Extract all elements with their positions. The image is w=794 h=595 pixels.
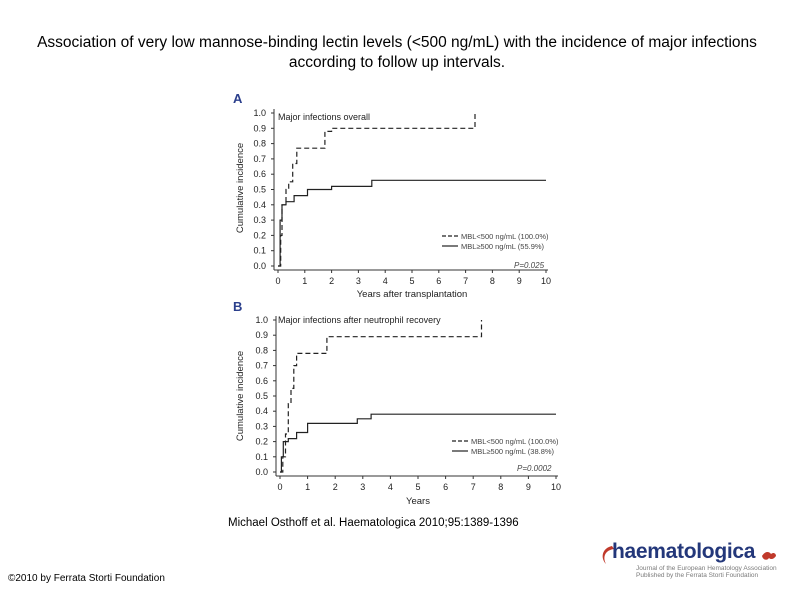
y-tick-label: 0.3	[253, 215, 266, 225]
haematologica-logo: haematologica Journal of the European He…	[598, 540, 778, 580]
slide-title: Association of very low mannose-binding …	[37, 34, 757, 71]
x-tick-label: 9	[526, 482, 531, 492]
logo-wordmark: haematologica	[612, 540, 756, 563]
y-tick-label: 0.9	[253, 123, 266, 133]
x-tick-label: 2	[329, 276, 334, 286]
y-tick-label: 0.7	[255, 361, 268, 371]
y-tick-label: 0.2	[253, 230, 266, 240]
legend-label: MBL<500 ng/mL (100.0%)	[461, 232, 549, 241]
y-tick-label: 0.9	[255, 330, 268, 340]
legend-label: MBL<500 ng/mL (100.0%)	[471, 437, 559, 446]
panel-a-x-axis-label: Years after transplantation	[357, 289, 468, 300]
y-tick-label: 0.2	[255, 437, 268, 447]
x-tick-label: 8	[498, 482, 503, 492]
x-tick-label: 6	[443, 482, 448, 492]
y-tick-label: 0.5	[253, 185, 266, 195]
x-tick-label: 10	[541, 276, 551, 286]
y-tick-label: 0.4	[255, 406, 268, 416]
y-tick-label: 0.8	[253, 139, 266, 149]
panel-b-label: B	[233, 299, 242, 314]
y-tick-label: 0.1	[253, 246, 266, 256]
x-tick-label: 3	[356, 276, 361, 286]
logo-tagline-1: Journal of the European Hematology Assoc…	[636, 565, 777, 572]
x-tick-label: 2	[333, 482, 338, 492]
series-low-mbl-line	[278, 113, 476, 267]
x-tick-label: 4	[388, 482, 393, 492]
x-tick-label: 6	[436, 276, 441, 286]
x-tick-label: 9	[517, 276, 522, 286]
x-tick-label: 1	[305, 482, 310, 492]
series-normal-mbl-line	[278, 179, 546, 267]
y-tick-label: 1.0	[255, 315, 268, 325]
panel-a-label: A	[233, 91, 243, 106]
y-tick-label: 0.0	[255, 467, 268, 477]
series-low-mbl-line	[280, 320, 483, 473]
panel-b-x-axis-label: Years	[406, 496, 430, 507]
legend-label: MBL≥500 ng/mL (38.8%)	[471, 447, 555, 456]
citation: Michael Osthoff et al. Haematologica 201…	[228, 517, 519, 529]
panel-a-title: Major infections overall	[278, 112, 370, 122]
x-tick-label: 4	[383, 276, 388, 286]
x-tick-label: 5	[415, 482, 420, 492]
x-tick-label: 7	[471, 482, 476, 492]
y-tick-label: 0.0	[253, 261, 266, 271]
y-tick-label: 0.6	[253, 169, 266, 179]
copyright-notice: ©2010 by Ferrata Storti Foundation	[8, 573, 165, 584]
y-tick-label: 0.3	[255, 421, 268, 431]
x-tick-label: 0	[275, 276, 280, 286]
legend-label: MBL≥500 ng/mL (55.9%)	[461, 242, 545, 251]
panel-a-chart: A Major infections overall Cumulative in…	[233, 91, 551, 300]
logo-swoosh-icon	[602, 546, 614, 564]
x-tick-label: 10	[551, 482, 561, 492]
x-tick-label: 7	[463, 276, 468, 286]
x-tick-label: 3	[360, 482, 365, 492]
panel-b-annotation: P=0.0002	[517, 464, 552, 473]
y-tick-label: 0.4	[253, 200, 266, 210]
y-tick-label: 0.1	[255, 452, 268, 462]
panel-b-chart: B Major infections after neutrophil reco…	[233, 299, 561, 507]
y-tick-label: 0.5	[255, 391, 268, 401]
panel-a-annotation: P=0.025	[514, 261, 545, 270]
x-tick-label: 1	[302, 276, 307, 286]
y-tick-label: 1.0	[253, 108, 266, 118]
x-tick-label: 0	[277, 482, 282, 492]
x-tick-label: 5	[409, 276, 414, 286]
panel-a-y-axis-label: Cumulative incidence	[235, 143, 246, 233]
series-normal-mbl-line	[280, 413, 556, 473]
x-tick-label: 8	[490, 276, 495, 286]
y-tick-label: 0.8	[255, 345, 268, 355]
y-tick-label: 0.7	[253, 154, 266, 164]
panel-b-y-axis-label: Cumulative incidence	[235, 351, 246, 441]
y-tick-label: 0.6	[255, 376, 268, 386]
logo-ornament-icon	[762, 551, 776, 560]
panel-b-title: Major infections after neutrophil recove…	[278, 315, 441, 325]
logo-tagline-2: Published by the Ferrata Storti Foundati…	[636, 572, 759, 579]
